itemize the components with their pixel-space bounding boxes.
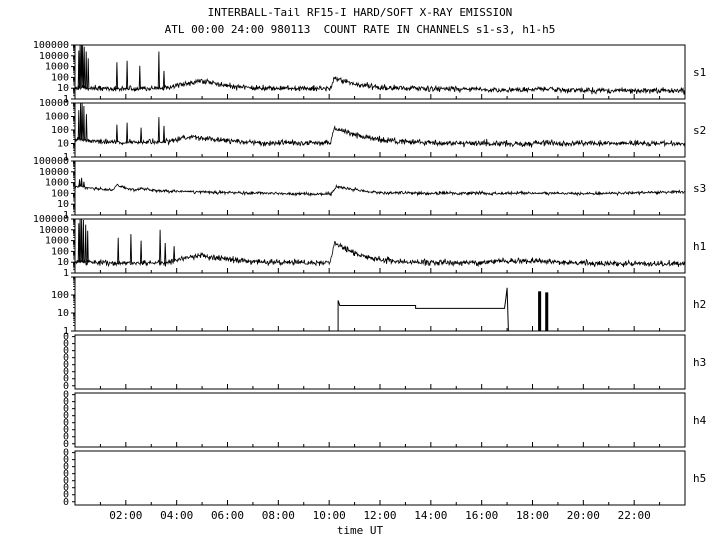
svg-text:10000: 10000 — [39, 98, 69, 109]
svg-text:0: 0 — [63, 332, 69, 343]
svg-text:10: 10 — [57, 257, 69, 268]
svg-text:100000: 100000 — [33, 40, 69, 51]
svg-text:0: 0 — [63, 390, 69, 401]
svg-text:100000: 100000 — [33, 156, 69, 167]
svg-text:0: 0 — [63, 425, 69, 436]
svg-text:0: 0 — [63, 374, 69, 385]
svg-text:16:00: 16:00 — [465, 509, 498, 522]
chart-title: INTERBALL-Tail RF15-I HARD/SOFT X-RAY EM… — [207, 6, 513, 19]
svg-text:0: 0 — [63, 367, 69, 378]
svg-text:0: 0 — [63, 490, 69, 501]
svg-text:h4: h4 — [693, 414, 707, 427]
svg-text:100000: 100000 — [33, 214, 69, 225]
svg-text:0: 0 — [63, 411, 69, 422]
svg-text:0: 0 — [63, 448, 69, 459]
svg-text:0: 0 — [63, 469, 69, 480]
svg-text:100: 100 — [51, 188, 69, 199]
panel-h2: 100 10 1 h2 — [51, 276, 706, 337]
svg-text:h3: h3 — [693, 356, 706, 369]
svg-text:100: 100 — [51, 72, 69, 83]
svg-text:h1: h1 — [693, 240, 706, 253]
svg-text:10: 10 — [57, 199, 69, 210]
svg-text:s3: s3 — [693, 182, 706, 195]
svg-text:1: 1 — [63, 152, 69, 163]
chart-subtitle: ATL 00:00 24:00 980113 COUNT RATE IN CHA… — [164, 23, 556, 36]
svg-text:04:00: 04:00 — [160, 509, 193, 522]
svg-text:10000: 10000 — [39, 167, 69, 178]
svg-text:s1: s1 — [693, 66, 706, 79]
svg-text:0: 0 — [63, 439, 69, 450]
svg-text:0: 0 — [63, 483, 69, 494]
svg-text:18:00: 18:00 — [516, 509, 549, 522]
svg-text:0: 0 — [63, 339, 69, 350]
svg-text:s2: s2 — [693, 124, 706, 137]
svg-text:0: 0 — [63, 455, 69, 466]
svg-text:0: 0 — [63, 404, 69, 415]
svg-text:02:00: 02:00 — [109, 509, 142, 522]
svg-text:10: 10 — [57, 83, 69, 94]
svg-text:1000: 1000 — [45, 62, 69, 73]
svg-text:1: 1 — [63, 268, 69, 279]
svg-text:0: 0 — [63, 418, 69, 429]
svg-text:100: 100 — [51, 125, 69, 136]
svg-text:0: 0 — [63, 462, 69, 473]
svg-text:20:00: 20:00 — [567, 509, 600, 522]
svg-text:22:00: 22:00 — [618, 509, 651, 522]
svg-text:0: 0 — [63, 346, 69, 357]
svg-text:0: 0 — [63, 432, 69, 443]
svg-text:0: 0 — [63, 476, 69, 487]
svg-text:1: 1 — [63, 326, 69, 337]
svg-text:1000: 1000 — [45, 236, 69, 247]
svg-text:1000: 1000 — [45, 112, 69, 123]
svg-text:0: 0 — [63, 360, 69, 371]
svg-text:10000: 10000 — [39, 225, 69, 236]
svg-text:12:00: 12:00 — [363, 509, 396, 522]
svg-text:10: 10 — [57, 139, 69, 150]
svg-text:1: 1 — [63, 94, 69, 105]
svg-text:1000: 1000 — [45, 178, 69, 189]
panel-s2: 10000 1000 100 10 1 s2 — [39, 98, 706, 163]
svg-text:10000: 10000 — [39, 51, 69, 62]
svg-text:100: 100 — [51, 290, 69, 301]
x-axis-label: time UT — [336, 524, 384, 537]
svg-text:100: 100 — [51, 246, 69, 257]
svg-text:0: 0 — [63, 397, 69, 408]
svg-text:1: 1 — [63, 210, 69, 221]
svg-text:10: 10 — [57, 308, 69, 319]
svg-text:0: 0 — [63, 381, 69, 392]
svg-text:10:00: 10:00 — [313, 509, 346, 522]
svg-text:0: 0 — [63, 497, 69, 508]
svg-text:h2: h2 — [693, 298, 706, 311]
svg-text:h5: h5 — [693, 472, 706, 485]
svg-text:06:00: 06:00 — [211, 509, 244, 522]
svg-text:08:00: 08:00 — [262, 509, 295, 522]
svg-text:14:00: 14:00 — [414, 509, 447, 522]
svg-text:0: 0 — [63, 353, 69, 364]
